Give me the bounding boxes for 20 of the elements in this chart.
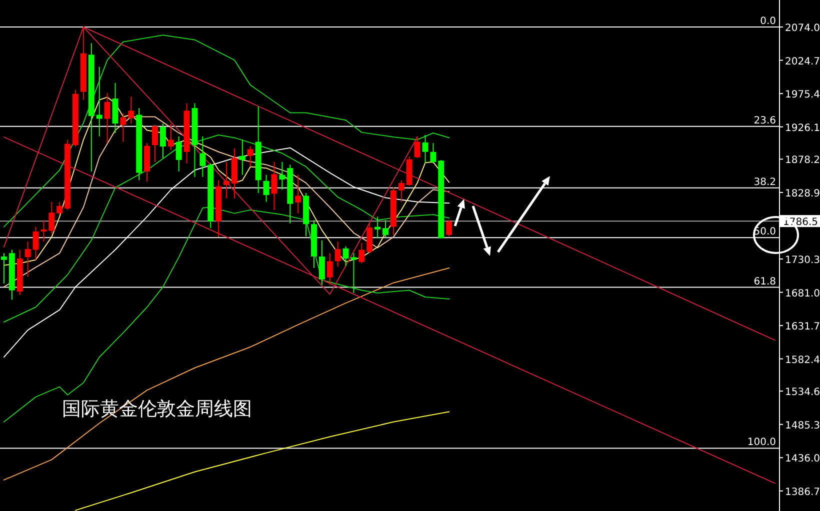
y-tick-label: 1828.9 bbox=[785, 188, 820, 200]
y-tick-label: 1534.6 bbox=[785, 387, 820, 398]
annotation: 100.0 bbox=[747, 437, 776, 448]
y-tick-label: 1631.7 bbox=[785, 322, 820, 333]
annotation: 38.2 bbox=[754, 176, 776, 188]
y-tick-label: 1386.7 bbox=[785, 486, 820, 498]
annotation: 0.0 bbox=[760, 16, 776, 27]
annotation: 23.6 bbox=[754, 115, 776, 126]
y-tick-label: 2074.0 bbox=[785, 23, 820, 34]
text: 国际黄金伦敦金周线图 bbox=[62, 398, 252, 420]
annotation: 61.8 bbox=[754, 276, 776, 288]
y-tick-label: 2024.7 bbox=[785, 56, 820, 68]
y-tick-label: 1730.3 bbox=[785, 255, 820, 266]
y-tick-label: 1975.4 bbox=[785, 90, 820, 101]
y-tick-label: 1878.2 bbox=[785, 155, 820, 166]
y-tick-label: 1582.4 bbox=[785, 354, 820, 366]
y-tick-label: 1681.0 bbox=[785, 288, 820, 300]
y-tick-label: 1926.1 bbox=[785, 122, 820, 134]
y-tick-label: 1436.0 bbox=[785, 454, 820, 465]
y-tick-label: 1485.3 bbox=[785, 420, 820, 432]
